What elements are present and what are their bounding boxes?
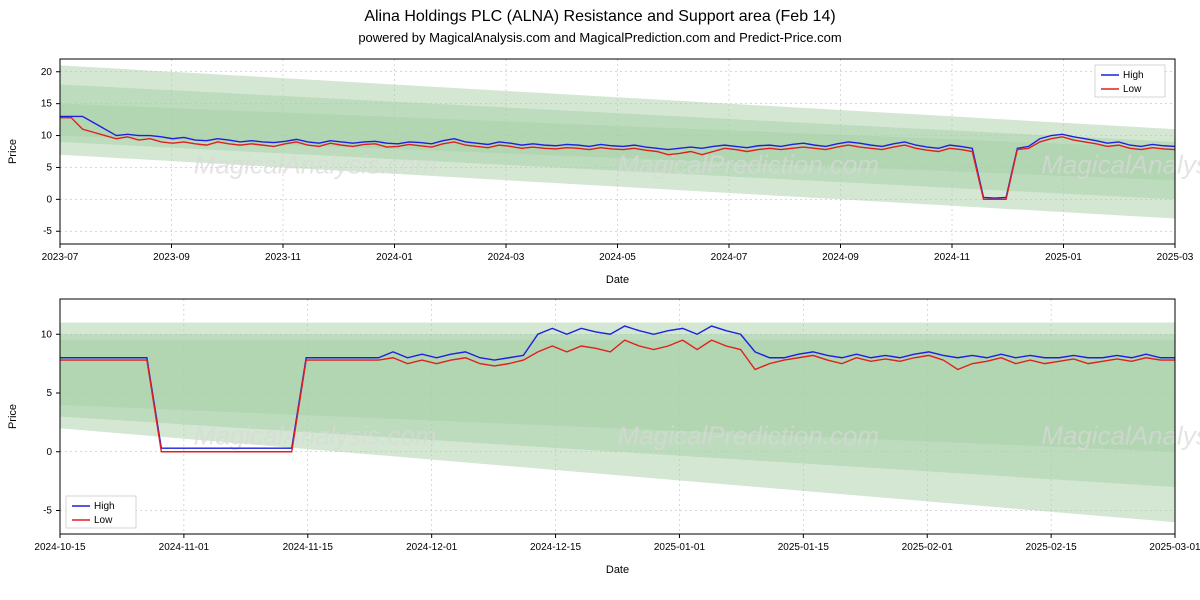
svg-text:MagicalAnalysis.com: MagicalAnalysis.com (194, 421, 437, 451)
svg-text:MagicalAnalysis.com: MagicalAnalysis.com (1041, 421, 1200, 451)
svg-text:MagicalPrediction.com: MagicalPrediction.com (618, 421, 880, 451)
svg-text:5: 5 (46, 388, 52, 399)
bottom-chart-container: -5 0 5 10 2024-10-15 2024-11-01 2024-11-15 2024… (0, 289, 1200, 579)
svg-text:Date: Date (606, 564, 629, 576)
svg-text:15: 15 (41, 99, 53, 110)
svg-text:2024-11-15: 2024-11-15 (283, 542, 334, 553)
svg-text:2023-09: 2023-09 (153, 252, 190, 263)
chart-subtitle: powered by MagicalAnalysis.com and Magic… (0, 26, 1200, 49)
bottom-chart-svg: -5 0 5 10 2024-10-15 2024-11-01 2024-11-15 2024… (0, 289, 1200, 579)
chart-title: Alina Holdings PLC (ALNA) Resistance and… (0, 0, 1200, 26)
svg-text:10: 10 (41, 131, 53, 142)
svg-text:2024-03: 2024-03 (488, 252, 525, 263)
svg-text:2024-10-15: 2024-10-15 (34, 542, 86, 553)
svg-text:High: High (1123, 70, 1144, 81)
svg-text:5: 5 (46, 162, 52, 173)
top-chart-svg: -5 0 5 10 15 20 2023-07 2023-09 2023-11 2024-01 20… (0, 49, 1200, 289)
svg-text:2024-07: 2024-07 (711, 252, 748, 263)
svg-text:2025-02-01: 2025-02-01 (902, 542, 954, 553)
svg-text:20: 20 (41, 67, 53, 78)
svg-text:Price: Price (7, 139, 19, 164)
svg-text:2024-11-01: 2024-11-01 (159, 542, 210, 553)
svg-text:MagicalPrediction.com: MagicalPrediction.com (618, 150, 880, 180)
svg-text:Low: Low (94, 515, 113, 526)
svg-text:2024-12-01: 2024-12-01 (406, 542, 458, 553)
svg-text:2024-11: 2024-11 (934, 252, 970, 263)
svg-text:2023-07: 2023-07 (42, 252, 79, 263)
svg-text:-5: -5 (43, 506, 52, 517)
svg-text:-5: -5 (43, 226, 52, 237)
svg-text:2025-01-15: 2025-01-15 (778, 542, 830, 553)
svg-text:2023-11: 2023-11 (265, 252, 301, 263)
svg-text:2024-12-15: 2024-12-15 (530, 542, 582, 553)
svg-text:2024-01: 2024-01 (376, 252, 413, 263)
svg-text:Date: Date (606, 274, 629, 286)
svg-text:0: 0 (46, 194, 52, 205)
svg-text:MagicalAnalysis.com: MagicalAnalysis.com (1041, 150, 1200, 180)
svg-text:2025-03-01: 2025-03-01 (1149, 542, 1200, 553)
svg-text:2025-01-01: 2025-01-01 (654, 542, 706, 553)
svg-text:2025-01: 2025-01 (1045, 252, 1082, 263)
svg-text:2024-05: 2024-05 (599, 252, 636, 263)
svg-text:2024-09: 2024-09 (822, 252, 859, 263)
svg-text:2025-02-15: 2025-02-15 (1026, 542, 1078, 553)
top-chart-container: -5 0 5 10 15 20 2023-07 2023-09 2023-11 2024-01 20… (0, 49, 1200, 289)
svg-text:MagicalAnalysis.com: MagicalAnalysis.com (194, 150, 437, 180)
svg-text:Price: Price (7, 404, 19, 429)
svg-text:High: High (94, 501, 115, 512)
svg-text:0: 0 (46, 447, 52, 458)
svg-text:Low: Low (1123, 84, 1142, 95)
svg-text:2025-03: 2025-03 (1157, 252, 1194, 263)
svg-text:10: 10 (41, 329, 53, 340)
